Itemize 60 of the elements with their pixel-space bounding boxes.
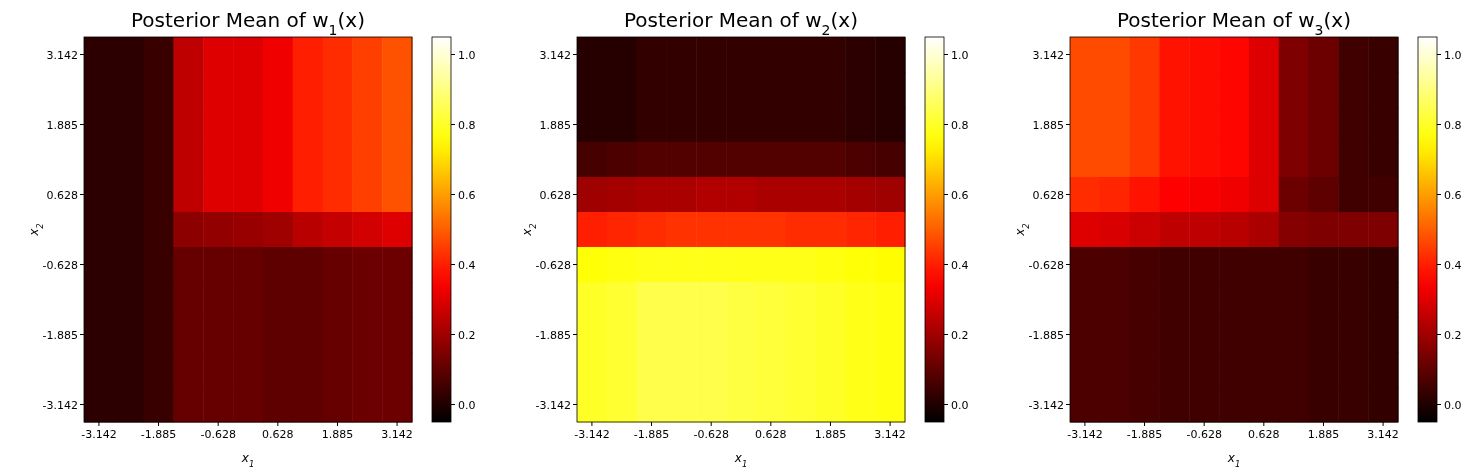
x-tick-label: 3.142 — [1367, 428, 1399, 441]
x-tick-label: 3.142 — [381, 428, 413, 441]
color-bar-label: 0.2 — [951, 328, 969, 342]
x-tick-label: -1.885 — [140, 428, 177, 441]
color-bar-label: 1.0 — [458, 48, 476, 62]
color-bar-label: 0.2 — [1444, 328, 1462, 342]
y-tick-label: 0.628 — [46, 188, 78, 202]
color-bar-label: 0.0 — [1444, 398, 1462, 412]
y-tick-label: -1.885 — [42, 328, 78, 342]
y-tick-label: 3.142 — [1032, 48, 1064, 62]
y-tick-label: 1.885 — [1032, 118, 1064, 132]
color-bar-label: 0.4 — [1444, 258, 1462, 272]
y-tick-label: -1.885 — [1028, 328, 1064, 342]
color-bar-label: 0.2 — [458, 328, 476, 342]
y-tick-label: -1.885 — [535, 328, 571, 342]
color-bar-label: 0.6 — [1444, 188, 1462, 202]
x-tick-label: -0.628 — [200, 428, 236, 441]
color-bar-label: 1.0 — [1444, 48, 1462, 62]
x-tick-label: -0.628 — [1186, 428, 1222, 441]
color-bar-label: 0.0 — [458, 398, 476, 412]
color-bar-label: 0.8 — [1444, 118, 1462, 132]
y-tick-label: -0.628 — [1028, 258, 1064, 272]
x-tick-label: 1.885 — [1307, 428, 1340, 441]
y-tick-label: 3.142 — [46, 48, 78, 62]
color-bar-label: 0.6 — [458, 188, 476, 202]
y-tick-label: 3.142 — [539, 48, 571, 62]
y-tick-label: 0.628 — [539, 188, 571, 202]
x-tick-label: -3.142 — [81, 428, 117, 441]
x-tick-label: 3.142 — [874, 428, 906, 441]
color-bar-label: 0.8 — [458, 118, 476, 132]
x-axis-title: x$_{1}$ — [1226, 451, 1241, 469]
x-tick-label: -1.885 — [633, 428, 670, 441]
color-bar-label: 0.0 — [951, 398, 969, 412]
x-tick-label: 0.628 — [1248, 428, 1280, 441]
y-tick-label: 1.885 — [46, 118, 78, 132]
x-axis-title: x$_{1}$ — [240, 451, 255, 469]
y-tick-label: -0.628 — [535, 258, 571, 272]
x-tick-label: -3.142 — [1067, 428, 1103, 441]
y-tick-label: -3.142 — [1028, 398, 1064, 412]
chart-title: Posterior Mean of w$_{3}$(x) — [1117, 8, 1351, 38]
y-tick-label: 0.628 — [1032, 188, 1064, 202]
color-bar-label: 0.6 — [951, 188, 969, 202]
color-bar-label: 0.4 — [458, 258, 476, 272]
color-bar-label: 0.4 — [951, 258, 969, 272]
x-tick-label: -0.628 — [693, 428, 729, 441]
color-bar-label: 1.0 — [951, 48, 969, 62]
y-tick-label: -3.142 — [42, 398, 78, 412]
x-axis-title: x$_{1}$ — [733, 451, 748, 469]
x-tick-label: 0.628 — [755, 428, 787, 441]
x-tick-label: 1.885 — [814, 428, 847, 441]
y-tick-label: 1.885 — [539, 118, 571, 132]
x-tick-label: -1.885 — [1126, 428, 1163, 441]
y-tick-label: -3.142 — [535, 398, 571, 412]
color-bar-label: 0.8 — [951, 118, 969, 132]
y-tick-label: -0.628 — [42, 258, 78, 272]
x-tick-label: 1.885 — [321, 428, 354, 441]
x-tick-label: 0.628 — [262, 428, 294, 441]
chart-title: Posterior Mean of w$_{1}$(x) — [131, 8, 365, 38]
chart-title: Posterior Mean of w$_{2}$(x) — [624, 8, 858, 38]
x-tick-label: -3.142 — [574, 428, 610, 441]
